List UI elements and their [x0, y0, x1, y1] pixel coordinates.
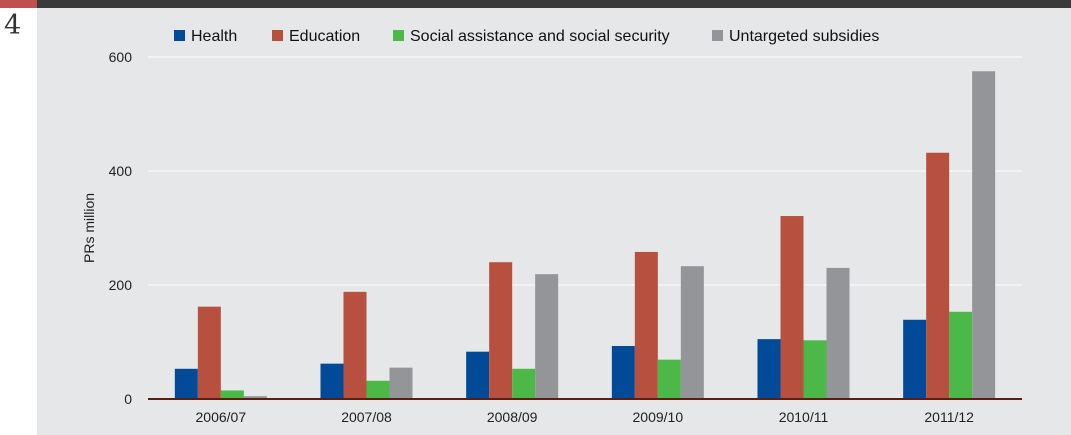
bar-education: [197, 306, 221, 399]
x-tick-label: 2009/10: [633, 409, 684, 425]
bar-social-assistance-and-social-security: [366, 380, 390, 399]
x-tick-label: 2010/11: [779, 409, 829, 425]
x-tick-label: 2006/07: [196, 409, 247, 425]
x-tick-label: 2007/08: [341, 409, 392, 425]
bar-education: [780, 216, 804, 399]
bar-education: [489, 262, 513, 399]
page-number: 4: [4, 10, 22, 41]
bar-education: [926, 152, 950, 399]
bar-health: [174, 368, 198, 399]
y-axis-label: PRs million: [81, 193, 97, 263]
bar-untargeted-subsidies: [389, 367, 413, 399]
legend-label: Social assistance and social security: [410, 28, 670, 45]
bar-untargeted-subsidies: [243, 396, 267, 399]
bar-untargeted-subsidies: [680, 266, 704, 399]
legend-swatch: [272, 30, 283, 41]
bar-health: [611, 345, 635, 399]
bar-untargeted-subsidies: [535, 274, 559, 399]
x-tick-label: 2008/09: [487, 409, 538, 425]
legend-swatch: [174, 30, 185, 41]
legend-label: Education: [289, 28, 360, 45]
bar-social-assistance-and-social-security: [220, 390, 244, 399]
bar-social-assistance-and-social-security: [949, 311, 973, 399]
top-bar-accent: [0, 0, 37, 8]
y-tick-label: 400: [109, 163, 133, 179]
bar-health: [903, 319, 927, 399]
legend-label: Health: [191, 28, 237, 45]
bar-health: [757, 339, 781, 399]
legend-label: Untargeted subsidies: [729, 28, 879, 45]
top-bar: [0, 0, 1071, 8]
bar-education: [343, 291, 367, 399]
bar-untargeted-subsidies: [972, 71, 996, 399]
legend-swatch: [712, 30, 723, 41]
x-tick-label: 2011/12: [924, 409, 974, 425]
y-tick-label: 600: [109, 49, 133, 65]
legend-swatch: [393, 30, 404, 41]
bar-social-assistance-and-social-security: [512, 368, 536, 399]
y-tick-label: 200: [109, 277, 133, 293]
bar-health: [320, 363, 344, 399]
bar-social-assistance-and-social-security: [657, 359, 681, 399]
y-tick-label: 0: [124, 391, 132, 407]
bar-untargeted-subsidies: [826, 267, 850, 399]
bar-social-assistance-and-social-security: [803, 340, 827, 399]
bar-education: [634, 251, 658, 399]
bar-health: [466, 351, 490, 399]
